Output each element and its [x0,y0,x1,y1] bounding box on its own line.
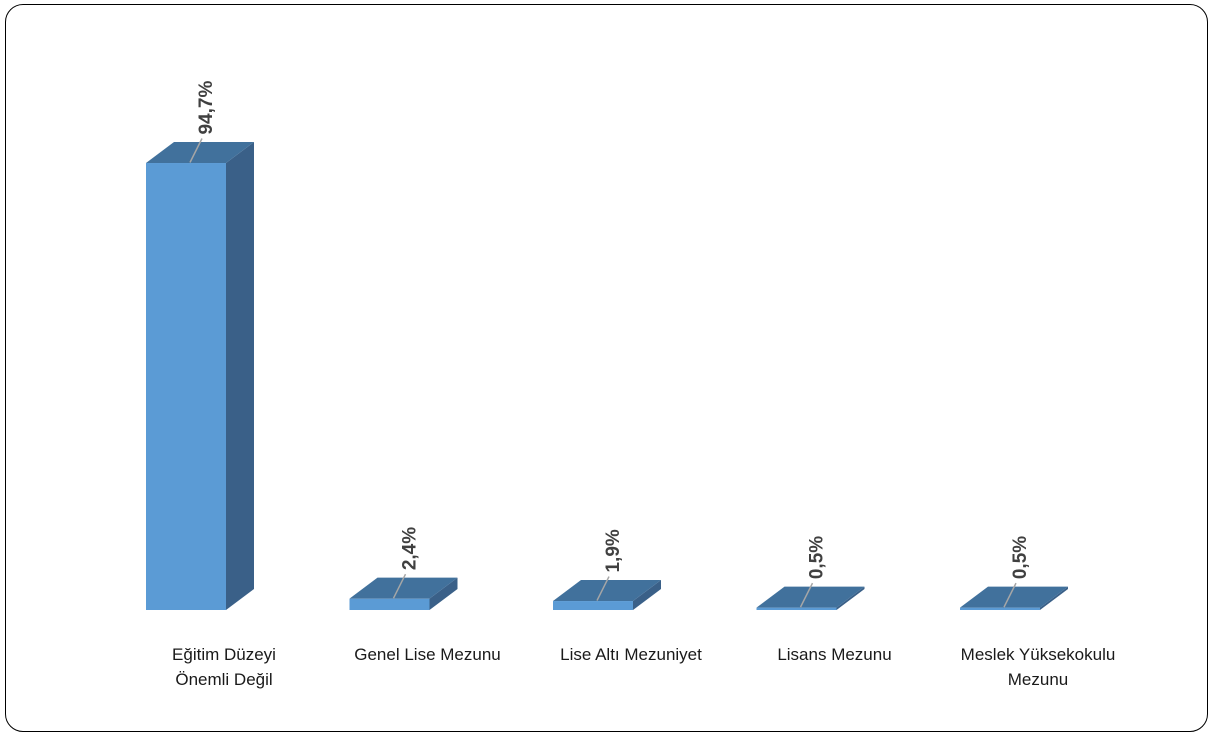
category-label: Lise Altı Mezuniyet [560,645,702,664]
bar-side [429,577,458,610]
bar-front [146,163,226,611]
data-label: 0,5% [807,536,828,579]
category-label: Eğitim Düzeyi [172,645,276,664]
category-label: Lisans Mezunu [777,645,891,664]
data-label: 94,7% [196,81,217,135]
bar-side [1040,586,1068,610]
bar-front [960,607,1040,610]
leader-line [799,582,814,608]
bar-side [633,580,661,610]
category-label: Genel Lise Mezunu [354,645,500,664]
bar-top [960,586,1068,608]
leader-line [189,138,203,163]
bar-front [756,607,837,610]
bar-front [349,598,430,610]
bar-top [146,142,254,164]
category-label: Mezunu [1008,670,1068,689]
category-label: Önemli Değil [175,670,272,689]
leader-line [1003,582,1017,608]
bar-top [756,586,865,608]
bar-top [349,577,458,599]
leader-line [596,576,610,601]
data-label: 1,9% [603,529,624,572]
data-label: 2,4% [400,527,421,570]
leader-line [392,573,407,599]
category-label: Meslek Yüksekokulu [961,645,1116,664]
bar-side [226,142,254,611]
bar-top [553,580,661,602]
bar-front [553,601,633,610]
bar-side [836,586,865,610]
data-label: 0,5% [1010,536,1031,579]
